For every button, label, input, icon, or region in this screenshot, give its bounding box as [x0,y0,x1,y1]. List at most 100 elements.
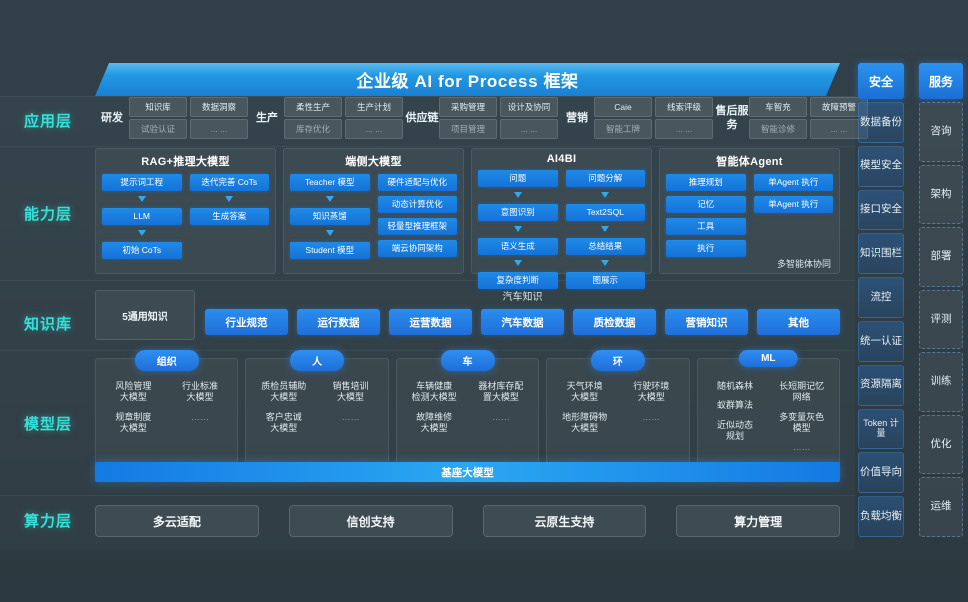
application-chip[interactable]: ... ... [500,119,558,139]
application-chip[interactable]: ... ... [655,119,713,139]
capability-box[interactable]: 生成答案 [189,208,269,225]
compute-button[interactable]: 多云适配 [95,505,259,537]
model-item[interactable]: 销售培训 大模型 [332,381,369,403]
model-item[interactable]: 随机森林 [716,381,753,391]
capability-box[interactable]: 迭代完善 CoTs [189,174,269,191]
application-chip[interactable]: 智能工牌 [594,119,652,139]
capability-box[interactable]: 图展示 [565,272,645,289]
model-group-pill[interactable]: 组织 [134,350,199,371]
application-chip[interactable]: 故障预警 [810,97,868,117]
application-chip[interactable]: 数据洞察 [190,97,248,117]
application-chip[interactable]: Caie [594,97,652,117]
capability-box[interactable]: 提示词工程 [102,174,182,191]
capability-box[interactable]: 执行 [666,240,746,257]
security-item[interactable]: 知识围栏 [858,233,904,275]
model-item[interactable]: 天气环境 大模型 [566,381,603,403]
application-chip[interactable]: 库存优化 [284,119,342,139]
security-column-head[interactable]: 安全 [858,63,904,99]
application-chip[interactable]: 车智充 [749,97,807,117]
capability-box[interactable]: Teacher 模型 [290,174,370,191]
capability-box[interactable]: 轻量型推理框架 [377,218,457,235]
security-item[interactable]: 接口安全 [858,189,904,231]
knowledge-chip[interactable]: 质检数据 [573,309,656,335]
base-model-bar[interactable]: 基座大模型 [95,462,840,482]
knowledge-chip[interactable]: 运行数据 [297,309,380,335]
security-item[interactable]: 资源隔离 [858,364,904,406]
model-item[interactable]: 规章制度 大模型 [115,411,152,433]
application-chip[interactable]: ... ... [190,119,248,139]
application-chip[interactable]: 试验认证 [129,119,187,139]
capability-box[interactable]: Text2SQL [565,204,645,221]
security-item[interactable]: 模型安全 [858,145,904,187]
application-chip[interactable]: ... ... [345,119,403,139]
compute-button[interactable]: 算力管理 [676,505,840,537]
capability-box[interactable]: 意图识别 [478,204,558,221]
knowledge-chip[interactable]: 行业规范 [205,309,288,335]
model-item[interactable]: …… [642,411,661,422]
capability-box[interactable]: 复杂度判断 [478,272,558,289]
model-item[interactable]: 器材库存配 置大模型 [478,381,524,403]
security-item[interactable]: 数据备份 [858,102,904,143]
model-item[interactable]: 多变量灰色 模型 [779,411,825,433]
capability-box[interactable]: 问题 [478,170,558,187]
application-chip[interactable]: 设计及协同 [500,97,558,117]
model-item[interactable]: 质检员辅助 大模型 [261,381,307,403]
knowledge-chip[interactable]: 其他 [757,309,840,335]
model-group-pill[interactable]: 车 [440,350,495,371]
model-item[interactable]: 车辆健康 检测大模型 [411,381,457,403]
application-chip[interactable]: 采购管理 [439,97,497,117]
knowledge-chip[interactable]: 运营数据 [389,309,472,335]
service-item[interactable]: 训练 [919,352,963,412]
application-chip[interactable]: 项目管理 [439,119,497,139]
model-item[interactable]: 蚁群算法 [716,400,753,411]
application-chip[interactable]: ... ... [810,119,868,139]
knowledge-chip[interactable]: 营销知识 [665,309,748,335]
model-item[interactable]: …… [191,411,210,422]
capability-box[interactable]: Student 模型 [290,242,370,259]
capability-box[interactable]: 问题分解 [565,170,645,187]
model-item[interactable]: 风险管理 大模型 [115,381,152,403]
service-item[interactable]: 评测 [919,289,963,350]
capability-box[interactable]: 单Agent 执行 [753,196,833,213]
service-column-head[interactable]: 服务 [919,63,963,99]
capability-box[interactable]: 初始 CoTs [102,242,182,259]
knowledge-chip[interactable]: 汽车数据 [481,309,564,335]
application-chip[interactable]: 柔性生产 [284,97,342,117]
capability-box[interactable]: 动态计算优化 [377,196,457,213]
model-group-pill[interactable]: 环 [590,350,645,371]
capability-box[interactable]: 记忆 [666,196,746,213]
model-item[interactable]: 长短期记忆 网络 [779,381,825,403]
model-item[interactable]: …… [491,411,510,422]
model-item[interactable]: 客户忠诚 大模型 [265,411,302,433]
capability-box[interactable]: 端云协同架构 [377,240,457,257]
capability-box[interactable]: 推理规划 [666,174,746,191]
model-item[interactable]: 近似动态 规划 [716,419,753,441]
capability-box[interactable]: LLM [102,208,182,225]
capability-box[interactable]: 工具 [666,218,746,235]
model-item[interactable]: …… [341,411,360,422]
security-item[interactable]: 负载均衡 [858,496,904,537]
model-item[interactable]: 行驶环境 大模型 [633,381,670,403]
application-chip[interactable]: 智能诊修 [749,119,807,139]
service-item[interactable]: 咨询 [919,102,963,162]
security-item[interactable]: 流控 [858,277,904,318]
compute-button[interactable]: 信创支持 [288,505,453,537]
model-group-pill[interactable]: ML [739,350,798,367]
application-chip[interactable]: 线索评级 [655,97,713,117]
model-group-pill[interactable]: 人 [290,350,345,371]
service-item[interactable]: 优化 [919,414,963,475]
security-item[interactable]: Token 计量 [858,408,904,450]
capability-box[interactable]: 语义生成 [478,238,558,255]
model-item[interactable]: 地形障碍物 大模型 [562,411,608,433]
model-item[interactable]: 故障维修 大模型 [416,411,453,433]
security-item[interactable]: 价值导向 [858,452,904,494]
application-chip[interactable]: 知识库 [129,97,187,117]
service-item[interactable]: 运维 [919,477,963,538]
model-item[interactable]: …… [792,442,811,452]
service-item[interactable]: 部署 [919,227,963,287]
capability-box[interactable]: 总结结果 [565,238,645,255]
compute-button[interactable]: 云原生支持 [482,505,647,537]
security-item[interactable]: 统一认证 [858,320,904,362]
knowledge-general[interactable]: 5通用知识 [95,290,195,340]
service-item[interactable]: 架构 [919,164,963,225]
